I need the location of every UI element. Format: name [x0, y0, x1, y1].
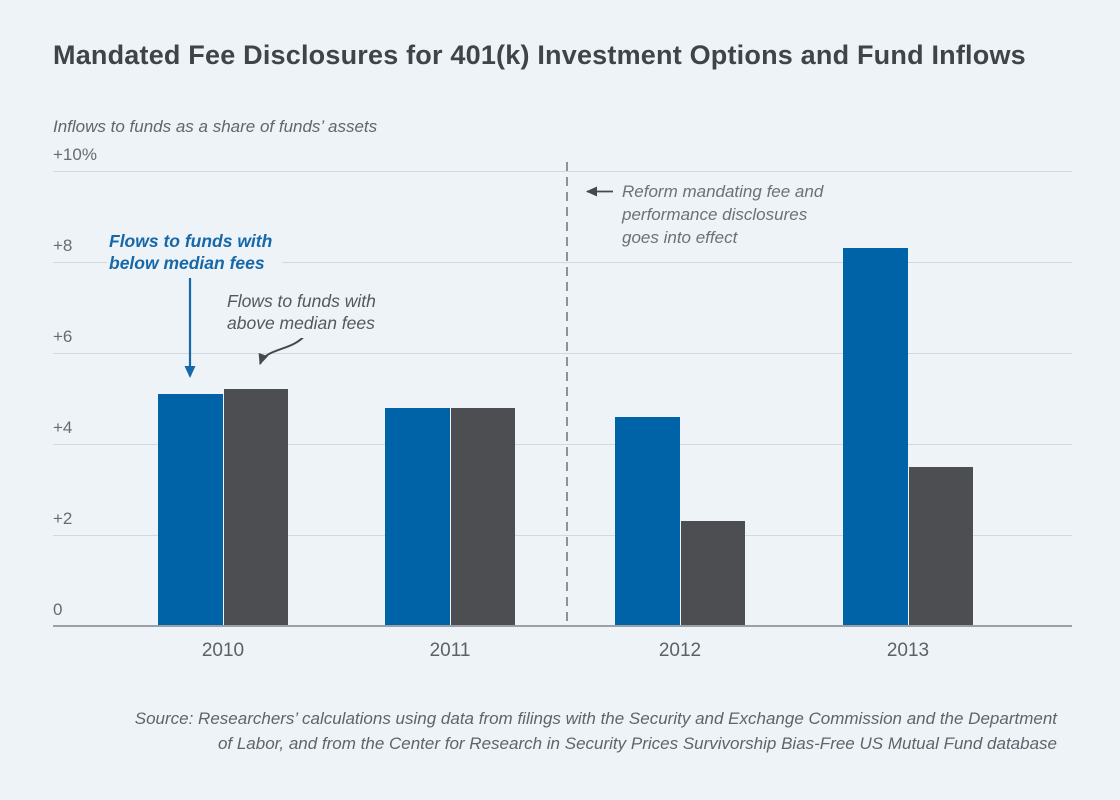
y-tick-label-6: +6 — [53, 327, 73, 346]
x-axis-baseline — [53, 625, 1072, 627]
gridline-4 — [53, 444, 1072, 445]
gridline-6 — [53, 353, 1072, 354]
x-tick-label-2012: 2012 — [658, 640, 702, 661]
below-median-series-label: Flows to funds with below median fees — [107, 228, 283, 278]
bar-2010-above-median — [223, 389, 288, 626]
above-median-series-label: Flows to funds with above median fees — [225, 288, 384, 338]
bar-2011-above-median — [450, 407, 515, 626]
bar-2013-below-median — [843, 248, 908, 626]
x-tick-label-2013: 2013 — [886, 640, 930, 661]
x-tick-label-2011: 2011 — [429, 640, 471, 661]
gridline-2 — [53, 535, 1072, 536]
chart-title: Mandated Fee Disclosures for 401(k) Inve… — [53, 40, 1026, 70]
source-note: Source: Researchers’ calculations using … — [134, 709, 1057, 753]
bar-2012-above-median — [680, 521, 745, 626]
bar-2012-below-median — [615, 416, 680, 626]
reform-event-note: Reform mandating fee and performance dis… — [622, 182, 824, 247]
bar-2013-above-median — [908, 466, 973, 626]
gridline-10 — [53, 171, 1072, 172]
y-axis-title: Inflows to funds as a share of funds’ as… — [53, 117, 378, 136]
bar-2011-below-median — [385, 407, 450, 626]
y-tick-label-10: +10% — [53, 145, 97, 164]
y-tick-label-4: +4 — [53, 418, 73, 437]
y-tick-label-2: +2 — [53, 509, 73, 528]
y-tick-label-0: 0 — [53, 600, 63, 619]
y-tick-label-8: +8 — [53, 236, 73, 255]
x-tick-label-2010: 2010 — [201, 640, 245, 661]
gridline-8 — [53, 262, 1072, 263]
bar-2010-below-median — [158, 393, 223, 626]
